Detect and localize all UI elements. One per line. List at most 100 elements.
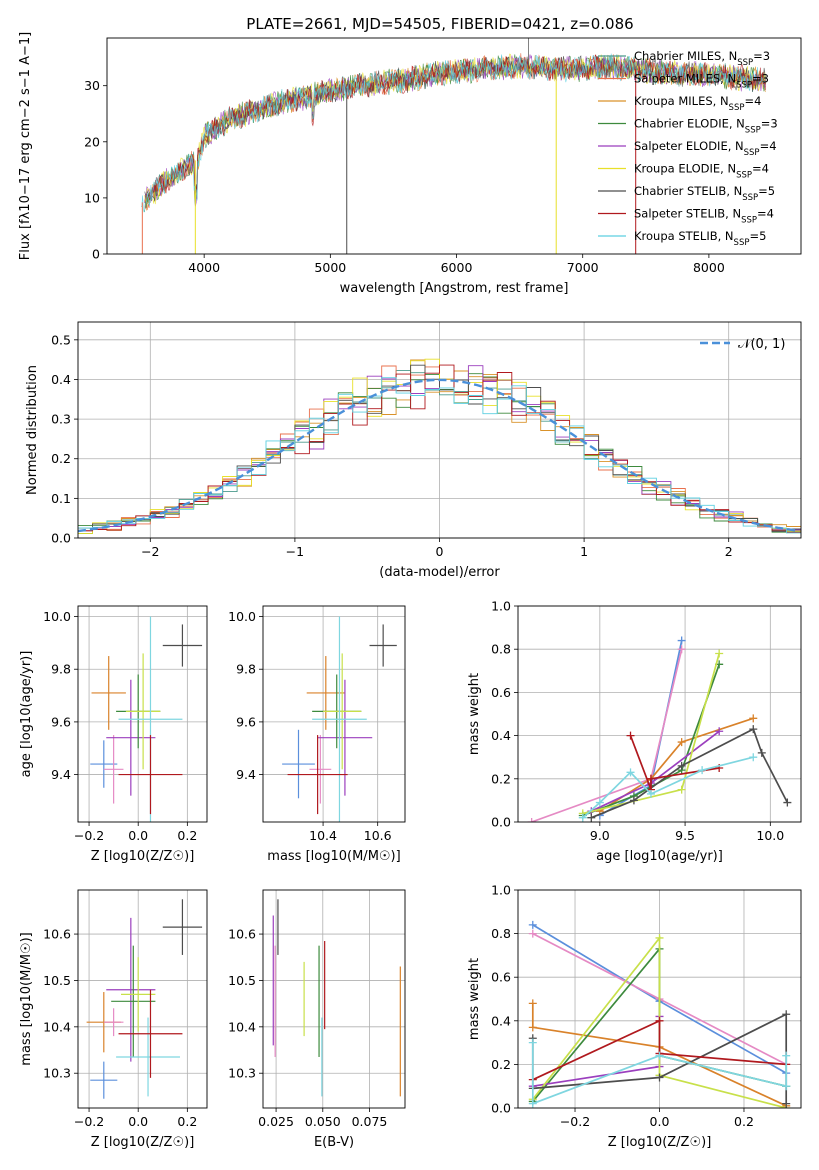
plus-marker bbox=[749, 725, 758, 734]
plus-marker bbox=[587, 813, 596, 822]
legend-text: Kroupa STELIB, N bbox=[634, 229, 734, 243]
weight-line bbox=[531, 1003, 787, 1107]
axes-frame bbox=[517, 605, 802, 823]
age-vs-metallicity-panel: −0.2 0.0 0.2 9.4 9.6 9.8 10.0 Z [log10(Z/Z☉)] ag… bbox=[19, 605, 208, 864]
plus-marker bbox=[626, 731, 635, 740]
axes-frame bbox=[77, 605, 208, 823]
y-tick-label: 1.0 bbox=[491, 883, 511, 898]
legend-text: =4 bbox=[760, 139, 777, 153]
residual-histogram-panel: −2 −1 0 1 2 0.0 0.1 0.2 0.3 0.4 0.5 𝒩(0, 1) (data-mo… bbox=[25, 321, 802, 580]
mass-weight-vs-metallicity-panel: −0.2 0.0 0.2 0.0 0.2 0.4 0.6 0.8 1.0 Z [log10(Z/Z… bbox=[467, 883, 802, 1150]
plot-area bbox=[272, 899, 401, 1097]
plot-area bbox=[90, 616, 203, 822]
legend-text: =3 bbox=[752, 72, 769, 86]
plus-marker bbox=[783, 798, 792, 807]
legend-text: Salpeter STELIB, N bbox=[634, 207, 741, 221]
legend-subscript: SSP bbox=[736, 171, 752, 181]
x-tick-label: 9.0 bbox=[590, 828, 610, 843]
legend-text: Chabrier MILES, N bbox=[634, 49, 737, 63]
plus-marker bbox=[629, 796, 638, 805]
legend-subscript: SSP bbox=[736, 81, 752, 91]
axes-frame bbox=[106, 37, 802, 255]
y-axis-label: mass weight bbox=[467, 958, 482, 1040]
spectrum-panel: 4000 5000 6000 7000 8000 0 10 20 30 Chabrier MILE… bbox=[18, 32, 802, 296]
plot-area bbox=[141, 38, 766, 254]
x-tick-label: 0.075 bbox=[352, 1114, 388, 1129]
plus-marker bbox=[715, 727, 724, 736]
y-tick-label: 0.2 bbox=[51, 451, 71, 466]
y-tick-label: 0.4 bbox=[491, 1013, 511, 1028]
x-tick-label: 10.4 bbox=[309, 828, 337, 843]
legend-text: =4 bbox=[757, 207, 774, 221]
legend-entry: Kroupa STELIB, NSSP=5 bbox=[634, 229, 766, 248]
x-tick-label: 10.6 bbox=[364, 828, 392, 843]
plus-marker bbox=[528, 929, 537, 938]
x-tick-label: −2 bbox=[141, 544, 159, 559]
age-vs-mass-panel: 10.4 10.6 9.4 9.6 9.8 10.0 mass [log10(M/M☉)] bbox=[228, 605, 406, 864]
legend-text: =4 bbox=[744, 94, 761, 108]
y-tick-label: 0.6 bbox=[491, 685, 511, 700]
plus-marker bbox=[646, 789, 655, 798]
y-tick-label: 9.8 bbox=[51, 662, 71, 677]
legend-entry: Kroupa MILES, NSSP=4 bbox=[634, 94, 761, 113]
plus-marker bbox=[782, 1082, 791, 1091]
weight-line bbox=[582, 756, 754, 819]
x-axis-label: Z [log10(Z/Z☉)] bbox=[608, 1135, 712, 1150]
x-tick-label: 0.050 bbox=[305, 1114, 341, 1129]
y-axis-label: Normed distribution bbox=[25, 365, 40, 495]
y-tick-label: 10.5 bbox=[228, 973, 256, 988]
axes-frame bbox=[77, 321, 802, 539]
y-axis-label: age [log10(age/yr)] bbox=[19, 651, 34, 778]
weight-line bbox=[590, 727, 789, 819]
x-tick-label: 0.2 bbox=[177, 1114, 197, 1129]
histogram-steps bbox=[78, 359, 801, 532]
y-tick-label: 0.5 bbox=[51, 332, 71, 347]
y-tick-label: 10.5 bbox=[43, 973, 71, 988]
y-tick-label: 9.4 bbox=[51, 767, 71, 782]
legend-text: =3 bbox=[753, 49, 770, 63]
x-axis-label: wavelength [Angstrom, rest frame] bbox=[340, 281, 569, 296]
plus-marker bbox=[655, 1051, 664, 1060]
normal-curve bbox=[78, 378, 799, 533]
weight-line bbox=[532, 1019, 787, 1081]
plus-marker bbox=[782, 1051, 791, 1060]
plot-area bbox=[528, 920, 791, 1108]
plus-marker bbox=[528, 920, 537, 929]
mass-vs-metallicity-panel: −0.2 0.0 0.2 10.3 10.4 10.5 10.6 Z [log10(Z/Z☉)… bbox=[19, 889, 208, 1150]
x-tick-label: 4000 bbox=[188, 260, 220, 275]
x-tick-label: 0.2 bbox=[734, 1114, 754, 1129]
x-axis-label: mass [log10(M/M☉)] bbox=[267, 849, 400, 864]
legend-subscript: SSP bbox=[737, 58, 753, 68]
plus-marker bbox=[626, 768, 635, 777]
legend-text: Kroupa ELODIE, N bbox=[634, 162, 736, 176]
x-tick-label: −0.2 bbox=[560, 1114, 590, 1129]
y-tick-label: 0.2 bbox=[491, 771, 511, 786]
x-tick-label: 0.0 bbox=[650, 1114, 670, 1129]
y-tick-label: 0.8 bbox=[491, 926, 511, 941]
axes-frame bbox=[262, 605, 406, 823]
plus-marker bbox=[528, 1099, 537, 1108]
figure-title: PLATE=2661, MJD=54505, FIBERID=0421, z=0… bbox=[246, 15, 633, 33]
x-tick-label: −0.2 bbox=[74, 1114, 104, 1129]
y-tick-label: 10.0 bbox=[228, 609, 256, 624]
plus-marker bbox=[655, 1073, 664, 1082]
plot-area bbox=[86, 899, 203, 1099]
legend-text: Chabrier ELODIE, N bbox=[634, 117, 745, 131]
y-tick-label: 10.3 bbox=[43, 1066, 71, 1081]
x-tick-label: 8000 bbox=[693, 260, 725, 275]
plus-marker bbox=[595, 798, 604, 807]
plus-marker bbox=[757, 748, 766, 757]
plus-marker bbox=[677, 761, 686, 770]
weight-line bbox=[599, 640, 683, 817]
y-tick-label: 9.4 bbox=[236, 767, 256, 782]
plus-marker bbox=[578, 813, 587, 822]
y-tick-label: 0.8 bbox=[491, 642, 511, 657]
x-tick-label: 0.0 bbox=[128, 1114, 148, 1129]
y-tick-label: 0.4 bbox=[491, 728, 511, 743]
plot-area bbox=[527, 636, 792, 822]
plus-marker bbox=[698, 766, 707, 775]
y-tick-label: 9.6 bbox=[51, 714, 71, 729]
plus-marker bbox=[655, 1016, 664, 1025]
y-tick-label: 10.3 bbox=[228, 1066, 256, 1081]
